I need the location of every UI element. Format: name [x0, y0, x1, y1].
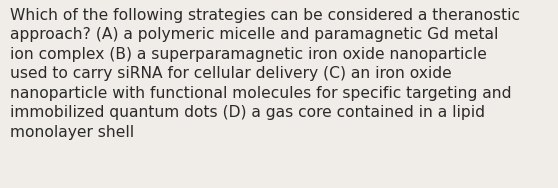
Text: Which of the following strategies can be considered a theranostic
approach? (A) : Which of the following strategies can be…: [10, 8, 520, 140]
